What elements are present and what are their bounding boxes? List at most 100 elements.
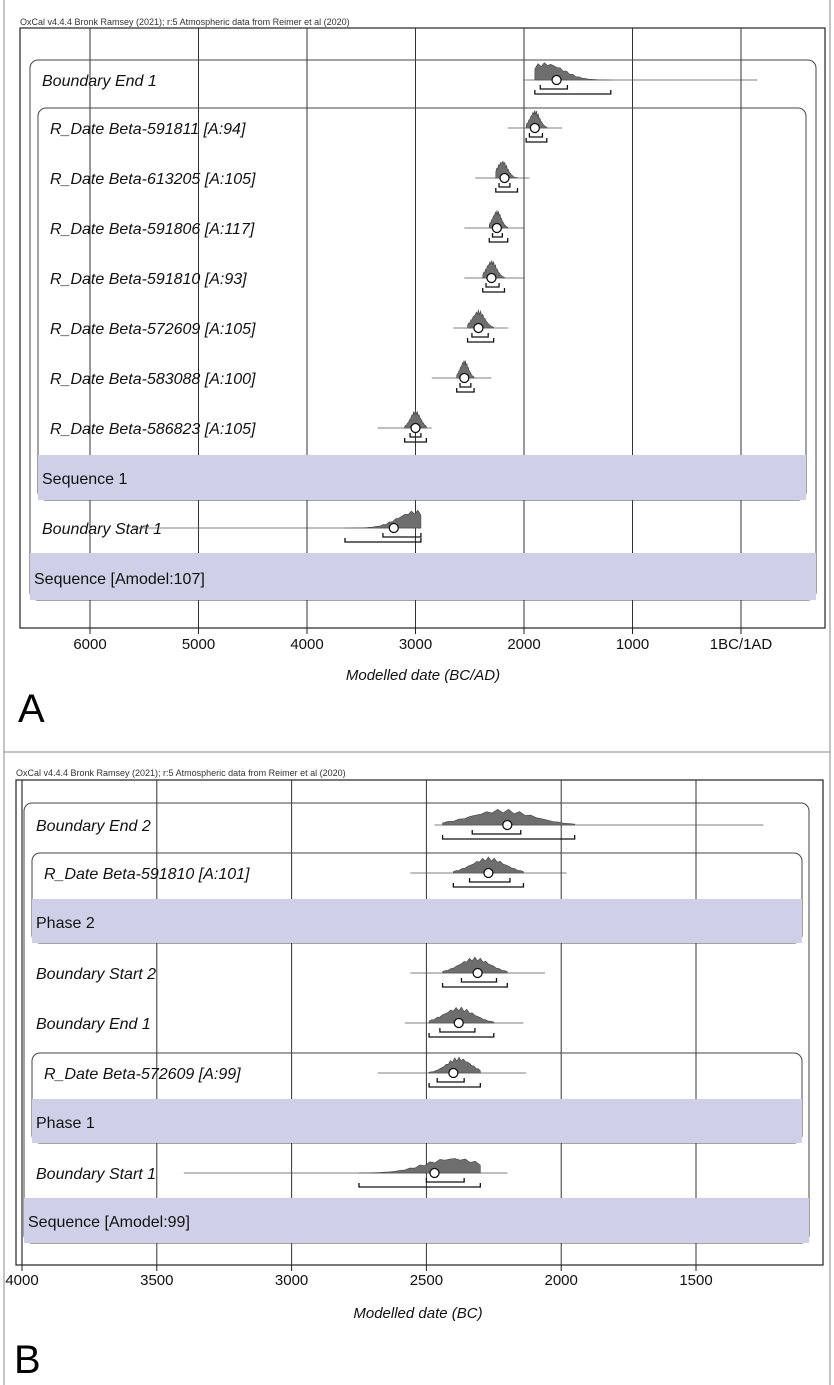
row: R_Date Beta-591806 [A:117] (50, 210, 524, 243)
panel-b-sequence-band (24, 1198, 809, 1243)
median-marker (483, 867, 494, 879)
range-68-bracket (471, 333, 489, 338)
median-marker (453, 1017, 464, 1029)
range-68-bracket (460, 978, 498, 983)
row: Boundary Start 2 (36, 956, 546, 988)
panel-b-credit: OxCal v4.4.4 Bronk Ramsey (2021); r:5 At… (16, 768, 346, 778)
panel-a: OxCal v4.4.4 Bronk Ramsey (2021); r:5 At… (18, 17, 826, 731)
row-label: R_Date Beta-591811 [A:94] (50, 121, 246, 138)
median-marker (429, 1167, 440, 1179)
median-marker (499, 172, 510, 184)
range-68-bracket (459, 383, 472, 388)
posterior-density (456, 360, 475, 379)
median-marker (410, 422, 421, 434)
panel-b-phase-1-band (32, 1099, 802, 1143)
posterior-density (495, 160, 518, 179)
x-tick-label: 1000 (616, 636, 649, 653)
row-label: R_Date Beta-572609 [A:105] (50, 321, 256, 338)
row: Boundary Start 1 (42, 509, 422, 543)
panel-a-letter: A (18, 687, 45, 731)
median-marker (502, 819, 513, 831)
range-68-bracket (439, 1028, 476, 1033)
row: R_Date Beta-591810 [A:93] (50, 260, 524, 293)
row: R_Date Beta-583088 [A:100] (50, 360, 492, 393)
x-tick-label: 4000 (290, 636, 323, 653)
panel-b-plot-frame (15, 779, 824, 1266)
range-68-bracket (468, 878, 511, 883)
row: R_Date Beta-586823 [A:105] (50, 409, 432, 443)
posterior-density (428, 1056, 481, 1074)
range-95-bracket (482, 288, 506, 293)
x-tick-label: 4000 (5, 1272, 38, 1289)
posterior-density (428, 1006, 495, 1024)
x-tick-label: 1500 (679, 1272, 712, 1289)
posterior-density (488, 210, 509, 229)
panel-a-sequence-1-band (38, 455, 806, 500)
range-95-bracket (428, 1033, 495, 1038)
row: Boundary Start 1 (36, 1158, 508, 1188)
row-label: R_Date Beta-591810 [A:101] (44, 866, 250, 883)
row-label: Boundary End 1 (42, 73, 157, 90)
row: R_Date Beta-591811 [A:94] (50, 110, 562, 143)
range-95-bracket (404, 438, 427, 443)
posterior-density (453, 856, 524, 874)
range-68-bracket (382, 533, 422, 538)
panel-b-rows: Boundary End 2 R_Date Beta-591810 [A:101]… (36, 809, 764, 1188)
range-95-bracket (456, 388, 475, 393)
row: R_Date Beta-572609 [A:105] (50, 309, 508, 343)
row-label: Boundary Start 1 (36, 1166, 156, 1183)
panel-b-phase-1-label: Phase 1 (36, 1115, 95, 1132)
range-95-bracket (358, 1183, 481, 1188)
range-95-bracket (488, 238, 509, 243)
range-95-bracket (534, 90, 612, 95)
x-tick-label: 2000 (545, 1272, 578, 1289)
range-68-bracket (425, 1178, 465, 1183)
posterior-density (467, 309, 494, 329)
row-label: R_Date Beta-591810 [A:93] (50, 271, 247, 288)
range-68-bracket (409, 433, 422, 438)
median-marker (448, 1067, 459, 1079)
x-tick-label: 2000 (507, 636, 540, 653)
x-tick-label: 5000 (182, 636, 215, 653)
posterior-density (344, 509, 422, 529)
range-95-bracket (441, 983, 508, 988)
panel-b-letter: B (14, 1338, 41, 1382)
row: Boundary End 2 (36, 809, 764, 840)
x-tick-label: 3000 (275, 1272, 308, 1289)
row: R_Date Beta-591810 [A:101] (44, 856, 567, 888)
x-tick-label: 1BC/1AD (710, 636, 773, 653)
range-95-bracket (495, 188, 519, 193)
panel-a-x-axis-label: Modelled date (BC/AD) (346, 667, 500, 684)
row-label: Boundary Start 1 (42, 521, 162, 538)
posterior-density (358, 1158, 481, 1174)
median-marker (473, 322, 484, 334)
row: Boundary End 1 (42, 62, 758, 95)
median-marker (491, 222, 503, 234)
panel-b-x-ticks: 4000 3500 3000 2500 2000 1500 (5, 1265, 713, 1289)
range-68-bracket (471, 830, 522, 835)
panel-a-sequence-band (30, 553, 816, 600)
x-tick-label: 3500 (140, 1272, 173, 1289)
range-95-bracket (466, 338, 495, 343)
row: R_Date Beta-613205 [A:105] (50, 160, 530, 193)
range-95-bracket (428, 1083, 481, 1088)
row-label: R_Date Beta-586823 [A:105] (50, 421, 256, 438)
range-68-bracket (498, 183, 511, 188)
range-95-bracket (525, 138, 548, 143)
posterior-density (442, 956, 508, 974)
row: Boundary End 1 (36, 1006, 524, 1038)
posterior-density (482, 260, 505, 279)
panel-a-rows: Boundary End 1 R_Date Beta-591811 [A:94] R… (42, 62, 758, 543)
range-95-bracket (452, 883, 525, 888)
posterior-density (525, 110, 548, 129)
posterior-density (442, 809, 576, 826)
panel-a-sequence-1-label: Sequence 1 (42, 471, 128, 488)
x-tick-label: 6000 (73, 636, 106, 653)
panel-b-phase-2-band (32, 899, 802, 943)
range-68-bracket (528, 133, 544, 138)
panel-b-x-axis-label: Modelled date (BC) (353, 1305, 482, 1322)
median-marker (551, 74, 562, 86)
range-95-bracket (441, 835, 576, 840)
row-label: Boundary Start 2 (36, 966, 156, 983)
